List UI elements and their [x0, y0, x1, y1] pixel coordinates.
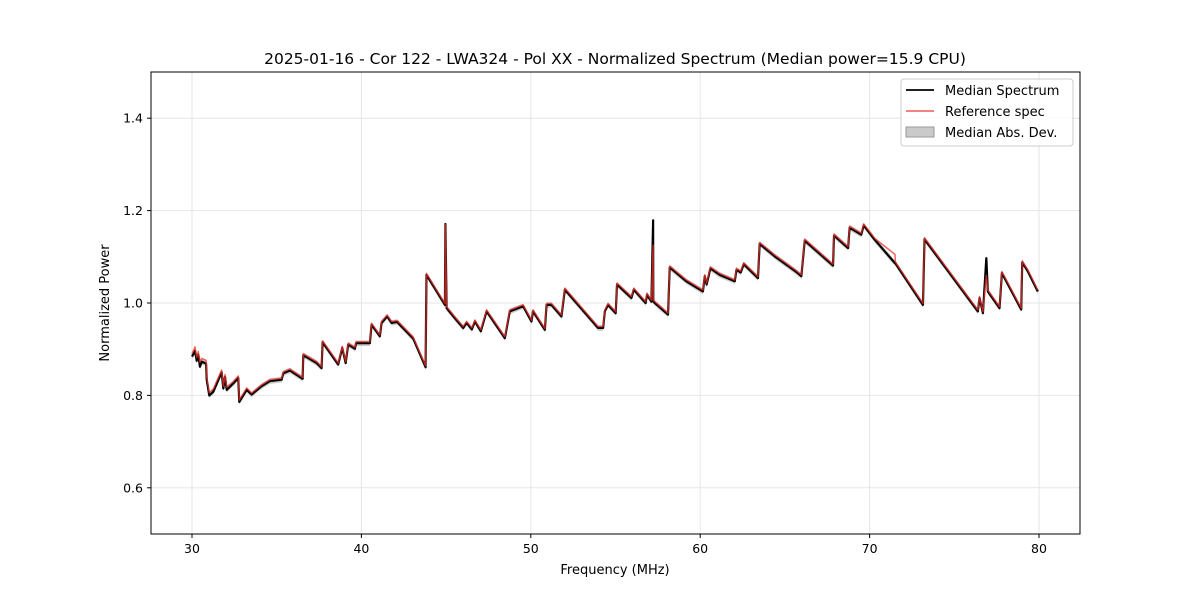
legend-reference-label: Reference spec — [945, 105, 1045, 120]
x-tick-label: 50 — [523, 541, 539, 556]
y-tick-label: 1.2 — [123, 203, 143, 218]
x-tick-label: 60 — [692, 541, 708, 556]
x-tick-label: 80 — [1031, 541, 1047, 556]
legend: Median Spectrum Reference spec Median Ab… — [900, 78, 1074, 147]
legend-mad-label: Median Abs. Dev. — [945, 126, 1057, 141]
legend-median-label: Median Spectrum — [945, 84, 1059, 99]
x-axis-label: Frequency (MHz) — [560, 563, 669, 578]
reference-spectrum-line — [191, 223, 1039, 401]
y-tick-label: 1.4 — [123, 111, 143, 126]
x-tick-label: 40 — [353, 541, 369, 556]
legend-mad-swatch — [905, 126, 935, 138]
x-tick-label: 30 — [184, 541, 200, 556]
lines-group — [191, 219, 1039, 403]
y-tick-label: 0.8 — [123, 388, 143, 403]
x-tick-label: 70 — [862, 541, 878, 556]
legend-frame — [900, 78, 1074, 147]
y-axis-label: Normalized Power — [98, 244, 113, 362]
y-tick-label: 0.6 — [123, 480, 143, 495]
chart-title: 2025-01-16 - Cor 122 - LWA324 - Pol XX -… — [264, 50, 966, 68]
ticks: 30 40 50 60 70 80 0.6 0.8 1.0 1.2 1.4 — [123, 111, 1047, 556]
y-tick-label: 1.0 — [123, 296, 143, 311]
